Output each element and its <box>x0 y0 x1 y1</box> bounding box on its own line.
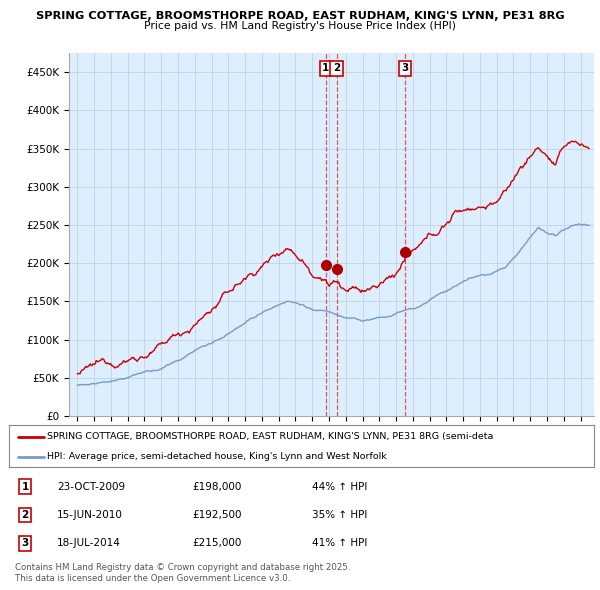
Text: £192,500: £192,500 <box>192 510 241 520</box>
Text: Price paid vs. HM Land Registry's House Price Index (HPI): Price paid vs. HM Land Registry's House … <box>144 21 456 31</box>
Text: 3: 3 <box>401 63 409 73</box>
Text: This data is licensed under the Open Government Licence v3.0.: This data is licensed under the Open Gov… <box>15 574 290 583</box>
Text: 23-OCT-2009: 23-OCT-2009 <box>57 482 125 491</box>
Text: £198,000: £198,000 <box>192 482 241 491</box>
Text: 44% ↑ HPI: 44% ↑ HPI <box>312 482 367 491</box>
Text: 15-JUN-2010: 15-JUN-2010 <box>57 510 123 520</box>
Text: HPI: Average price, semi-detached house, King's Lynn and West Norfolk: HPI: Average price, semi-detached house,… <box>47 452 387 461</box>
Text: 35% ↑ HPI: 35% ↑ HPI <box>312 510 367 520</box>
Text: 2: 2 <box>333 63 340 73</box>
Text: £215,000: £215,000 <box>192 539 241 548</box>
Text: 2: 2 <box>22 510 29 520</box>
Text: 41% ↑ HPI: 41% ↑ HPI <box>312 539 367 548</box>
Text: 1: 1 <box>322 63 329 73</box>
Text: 18-JUL-2014: 18-JUL-2014 <box>57 539 121 548</box>
Text: Contains HM Land Registry data © Crown copyright and database right 2025.: Contains HM Land Registry data © Crown c… <box>15 563 350 572</box>
Text: SPRING COTTAGE, BROOMSTHORPE ROAD, EAST RUDHAM, KING'S LYNN, PE31 8RG (semi-deta: SPRING COTTAGE, BROOMSTHORPE ROAD, EAST … <box>47 432 493 441</box>
Text: 3: 3 <box>22 539 29 548</box>
Text: 1: 1 <box>22 482 29 491</box>
Text: SPRING COTTAGE, BROOMSTHORPE ROAD, EAST RUDHAM, KING'S LYNN, PE31 8RG: SPRING COTTAGE, BROOMSTHORPE ROAD, EAST … <box>35 11 565 21</box>
